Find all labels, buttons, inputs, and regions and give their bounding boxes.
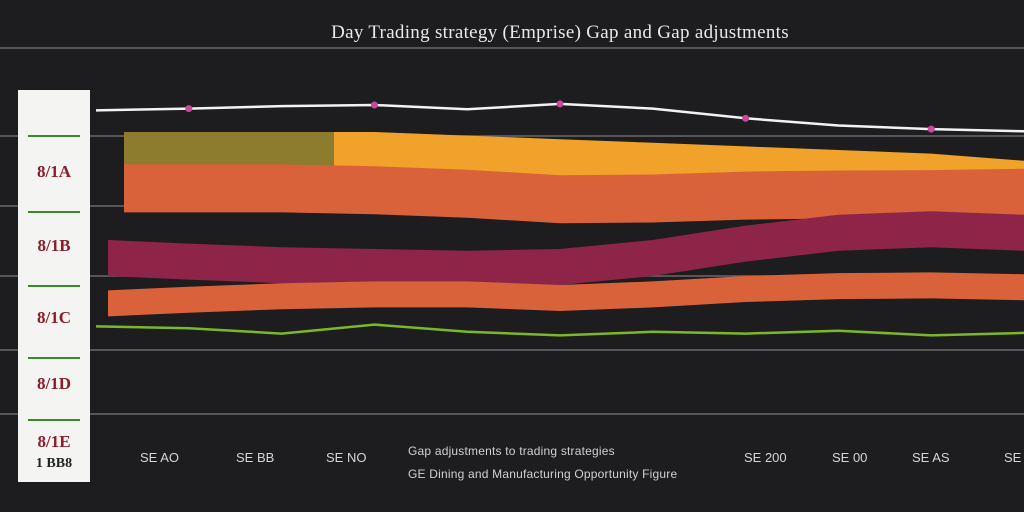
price-line-group (95, 100, 1024, 133)
x-tick-label: SE 200 (744, 450, 787, 465)
price-line (95, 102, 1024, 133)
x-tick-label: SE AS (912, 450, 950, 465)
legend-item-4: 8/1D (37, 374, 71, 393)
price-point (370, 101, 378, 109)
area-band-4 (108, 272, 1024, 317)
volume-line-group (95, 323, 1024, 337)
x-tick-label: SE 00 (832, 450, 868, 465)
legend-panel: 8/1A 8/1B 8/1C 8/1D 8/1E 1 BB8 (18, 90, 90, 482)
x-tick-label: SE BB (236, 450, 275, 465)
x-tick-label: SE AO (140, 450, 180, 465)
area-bands (108, 132, 1024, 317)
chart-title: Day Trading strategy (Emprise) Gap and G… (331, 22, 789, 43)
price-point (185, 105, 193, 113)
price-point (742, 114, 750, 122)
volume-line (95, 323, 1024, 337)
legend-item-6: 1 BB8 (35, 456, 73, 471)
legend-item-1: 8/1A (37, 162, 71, 181)
area-band-2 (124, 164, 1024, 224)
area-band-3 (108, 211, 1024, 287)
caption-line-2: GE Dining and Manufacturing Opportunity … (408, 467, 678, 481)
legend-item-2: 8/1B (37, 236, 71, 255)
legend-item-3: 8/1C (37, 308, 71, 327)
price-point (927, 125, 935, 133)
area-band-segment-olive (124, 132, 334, 170)
legend-item-5: 8/1E (37, 432, 71, 451)
x-tick-label: SE NO (326, 450, 367, 465)
price-point (556, 100, 564, 108)
caption-line-1: Gap adjustments to trading strategies (408, 444, 615, 458)
legend-markers (28, 135, 80, 421)
x-tick-label: SE (1004, 450, 1022, 465)
